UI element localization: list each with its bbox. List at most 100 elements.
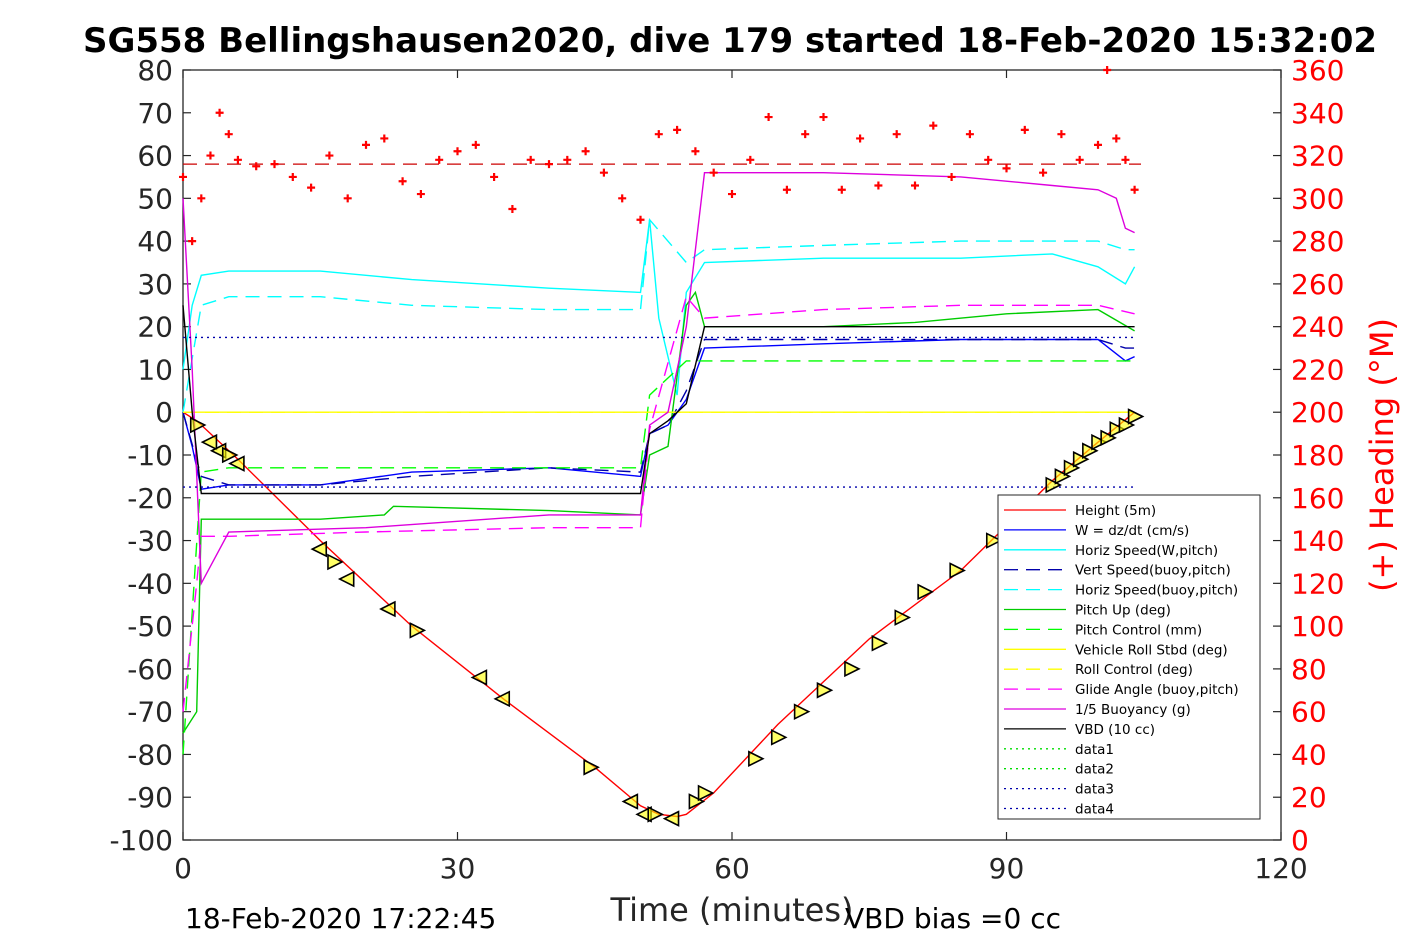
legend-label-1-5-buoyancy-g: 1/5 Buoyancy (g) [1075, 702, 1191, 718]
depth-marker [697, 784, 715, 802]
legend-label-pitch-control-mm: Pitch Control (mm) [1075, 622, 1202, 638]
y-right-tick-label: 180 [1291, 439, 1344, 472]
legend-label-vbd-10-cc: VBD (10 cc) [1075, 722, 1155, 738]
heading-point [526, 155, 535, 164]
heading-point [453, 147, 462, 156]
depth-marker [327, 553, 344, 571]
depth-marker [871, 634, 889, 652]
marker-layer [189, 408, 1145, 827]
y-right-tick-label: 360 [1291, 54, 1344, 87]
y-right-tick-label: 0 [1291, 824, 1309, 857]
depth-marker [1100, 429, 1117, 447]
heading-point [984, 155, 993, 164]
y-tick-label: 50 [137, 182, 173, 215]
y-right-tick-label: 160 [1291, 482, 1344, 515]
y-tick-label: -70 [127, 696, 173, 729]
y-right-tick-label: 280 [1291, 225, 1344, 258]
heading-point [1002, 164, 1011, 173]
depth-marker [1054, 468, 1072, 485]
x-tick-label: 0 [174, 852, 192, 885]
depth-marker [221, 446, 239, 464]
y-tick-label: 0 [155, 396, 173, 429]
heading-point [709, 168, 718, 177]
series-line-horiz-speed-w-pitch [182, 219, 1136, 396]
heading-point [1020, 125, 1029, 134]
heading-point [636, 215, 645, 224]
y-right-tick-label: 200 [1291, 396, 1344, 429]
y-right-tick-label: 60 [1291, 696, 1327, 729]
heading-point [654, 130, 663, 139]
heading-point [728, 190, 736, 199]
y-tick-label: -90 [127, 781, 173, 814]
heading-point [874, 181, 883, 190]
legend-label-vehicle-roll-stbd-deg: Vehicle Roll Stbd (deg) [1075, 642, 1228, 658]
legend-label-data2: data2 [1075, 762, 1114, 778]
heading-point [764, 113, 773, 122]
y-tick-label: -50 [127, 610, 173, 643]
depth-marker [189, 416, 207, 434]
heading-point [892, 130, 901, 139]
depth-marker [844, 660, 861, 678]
x-axis-label: Time (minutes) [610, 891, 854, 929]
heading-point [288, 172, 297, 181]
heading-point [1094, 140, 1102, 149]
heading-point [188, 237, 197, 246]
depth-marker [621, 793, 639, 810]
heading-point [224, 130, 233, 139]
y-right-tick-label: 300 [1291, 182, 1344, 215]
heading-layer [179, 66, 1139, 246]
series-line-1-5-buoyancy-g [182, 171, 1135, 586]
heading-point [215, 108, 224, 117]
heading-point [1075, 155, 1084, 164]
heading-point [563, 155, 572, 164]
y-right-tick-label: 20 [1291, 781, 1327, 814]
heading-point [1039, 168, 1048, 177]
legend-label-horiz-speed-w-pitch: Horiz Speed(W,pitch) [1075, 543, 1218, 559]
legend-label-roll-control-deg: Roll Control (deg) [1075, 662, 1193, 678]
y-right-tick-label: 220 [1291, 353, 1344, 386]
heading-point [398, 177, 407, 186]
y-tick-label: 60 [137, 140, 173, 173]
heading-point [545, 160, 553, 169]
y-right-tick-label: 340 [1291, 97, 1344, 130]
depth-marker [1109, 421, 1127, 438]
y-tick-label: -40 [127, 567, 173, 600]
y-tick-label: -100 [109, 824, 173, 857]
series-line-vbd-10-cc [182, 305, 1135, 495]
y-right-tick-label: 240 [1291, 311, 1344, 344]
heading-point [947, 172, 956, 181]
y-tick-label: -20 [127, 482, 173, 515]
depth-marker [894, 609, 912, 626]
depth-marker [1118, 416, 1136, 434]
depth-marker [1127, 408, 1145, 425]
depth-marker [917, 583, 934, 601]
legend-label-data1: data1 [1075, 742, 1114, 758]
y-tick-label: 70 [137, 97, 173, 130]
y-tick-label: -10 [127, 439, 173, 472]
depth-marker [1063, 459, 1081, 477]
series-line-glide-angle-buoy-pitch [182, 295, 1135, 712]
depth-marker [470, 669, 488, 686]
y-tick-label: -80 [127, 738, 173, 771]
depth-marker [228, 455, 245, 472]
series-line-vert-speed-buoy-pitch [182, 338, 1135, 486]
y-right-tick-label: 320 [1291, 140, 1344, 173]
heading-point [435, 155, 444, 164]
y-right-tick-label: 260 [1291, 268, 1344, 301]
heading-point [618, 194, 627, 203]
depth-marker [379, 600, 396, 618]
depth-marker [688, 793, 706, 810]
depth-marker [1082, 442, 1099, 460]
legend-label-w-dz-dt-cm-s: W = dz/dt (cm/s) [1075, 523, 1189, 539]
legend-label-height-5m: Height (5m) [1075, 503, 1156, 519]
chart-title: SG558 Bellingshausen2020, dive 179 start… [83, 21, 1377, 61]
y-tick-label: 40 [137, 225, 173, 258]
depth-marker [1091, 433, 1108, 451]
heading-point [965, 130, 974, 139]
legend: Height (5m) W = dz/dt (cm/s) Horiz Speed(W… [997, 494, 1261, 820]
y-right-tick-label: 140 [1291, 525, 1344, 558]
heading-point [599, 168, 608, 177]
legend-box [997, 494, 1261, 820]
axis-ticks: 80706050403020100-10-20-30-40-50-60-70-8… [109, 54, 1344, 885]
legend-label-data4: data4 [1075, 802, 1114, 818]
